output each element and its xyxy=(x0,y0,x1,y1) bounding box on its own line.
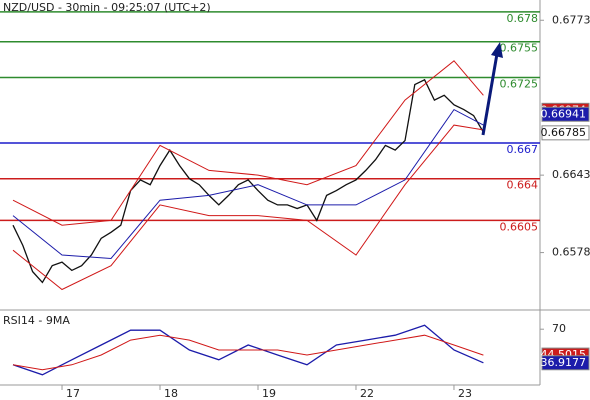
price-label-box xyxy=(541,355,590,371)
y-tick-label: 0.6578 xyxy=(552,246,590,259)
price-label-box xyxy=(541,125,590,141)
arrow-head xyxy=(491,42,503,58)
price-label-box xyxy=(541,106,590,122)
x-tick-label: 18 xyxy=(164,387,178,400)
chart-title: NZD/USD - 30min - 09:25:07 (UTC+2) xyxy=(3,1,211,14)
level-label: 0.6605 xyxy=(500,220,539,233)
level-label: 0.6755 xyxy=(500,42,539,55)
series-line xyxy=(12,124,484,291)
level-label: 0.667 xyxy=(507,143,539,156)
x-tick-label: 19 xyxy=(262,387,276,400)
level-label: 0.678 xyxy=(507,12,539,25)
level-label: 0.664 xyxy=(507,179,539,192)
series-line xyxy=(12,108,484,260)
x-tick-label: 17 xyxy=(66,387,80,400)
series-line xyxy=(12,334,484,371)
y-tick-label: 70 xyxy=(552,322,566,335)
y-tick-label: 0.6773 xyxy=(552,13,590,26)
price-label: 36.9177 xyxy=(541,356,587,369)
level-label: 0.6725 xyxy=(500,77,539,90)
series-line xyxy=(12,78,484,284)
price-label: 0.66941 xyxy=(541,107,587,120)
y-tick-label: 0.6643 xyxy=(552,168,590,181)
price-label: 0.66785 xyxy=(541,126,587,139)
plot: 0.6578 0.6643 0.6773 17 18 19 22 23 0.678 0.6755 0… xyxy=(0,11,590,400)
x-tick-label: 22 xyxy=(360,387,374,400)
arrow xyxy=(481,47,500,136)
series-line xyxy=(12,60,484,226)
x-tick-label: 23 xyxy=(458,387,472,400)
panel-title: RSI14 - 9MA xyxy=(3,314,70,327)
series-line xyxy=(12,324,484,376)
